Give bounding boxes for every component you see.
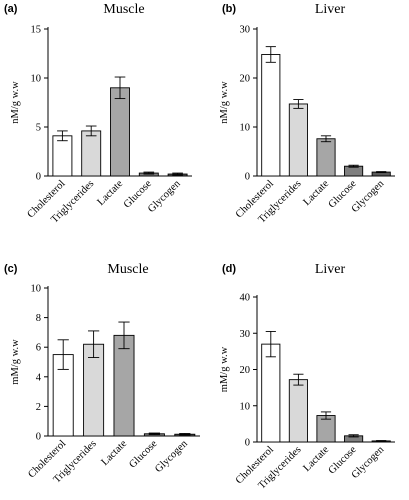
y-axis-label: nM/g w.w bbox=[219, 81, 230, 124]
y-tick-label: 6 bbox=[36, 343, 41, 354]
y-tick-label: 20 bbox=[240, 365, 251, 376]
bar-triglycerides bbox=[81, 130, 102, 177]
bar-cholesterol bbox=[261, 54, 281, 177]
y-tick-label: 40 bbox=[240, 293, 251, 304]
bar-triglycerides bbox=[288, 103, 308, 177]
y-tick-label: 8 bbox=[36, 313, 41, 324]
chart-title: Muscle bbox=[103, 2, 144, 17]
bar-lactate bbox=[316, 138, 336, 177]
x-tick-label: Lactate bbox=[100, 438, 130, 468]
x-tick-label: Glycogen bbox=[146, 178, 183, 215]
y-tick-label: 0 bbox=[36, 172, 41, 183]
y-axis-label: mM/g w.w bbox=[219, 346, 230, 392]
y-tick-label: 0 bbox=[245, 438, 250, 449]
bar-cholesterol bbox=[52, 135, 73, 177]
y-tick-label: 0 bbox=[36, 432, 41, 443]
chart-title: Liver bbox=[315, 2, 346, 17]
y-axis-label: mM/g w.w bbox=[10, 339, 21, 385]
y-tick-label: 30 bbox=[240, 25, 251, 36]
bar-triglycerides bbox=[288, 379, 308, 443]
bar-glucose bbox=[344, 165, 364, 177]
x-tick-label: Lactate bbox=[96, 178, 126, 208]
bar-lactate bbox=[110, 87, 130, 177]
bar-cholesterol bbox=[261, 343, 281, 443]
y-tick-label: 2 bbox=[36, 402, 41, 413]
y-tick-label: 10 bbox=[240, 123, 251, 134]
y-tick-label: 5 bbox=[36, 123, 41, 134]
y-tick-label: 15 bbox=[31, 25, 42, 36]
y-tick-label: 0 bbox=[245, 172, 250, 183]
y-tick-label: 10 bbox=[31, 284, 42, 295]
chart-title: Liver bbox=[315, 262, 346, 277]
y-tick-label: 10 bbox=[240, 401, 251, 412]
panel-letter: (d) bbox=[222, 263, 236, 275]
y-tick-label: 20 bbox=[240, 74, 251, 85]
bar-lactate bbox=[113, 334, 135, 437]
y-tick-label: 10 bbox=[31, 74, 42, 85]
panel-letter: (a) bbox=[4, 3, 18, 15]
y-tick-label: 30 bbox=[240, 329, 251, 340]
panel-letter: (c) bbox=[4, 263, 18, 275]
x-tick-label: Glycogen bbox=[153, 438, 190, 475]
panel-letter: (b) bbox=[222, 3, 236, 15]
chart-title: Muscle bbox=[107, 262, 148, 277]
y-axis-label: nM/g w.w bbox=[10, 81, 21, 124]
y-tick-label: 4 bbox=[36, 372, 42, 383]
